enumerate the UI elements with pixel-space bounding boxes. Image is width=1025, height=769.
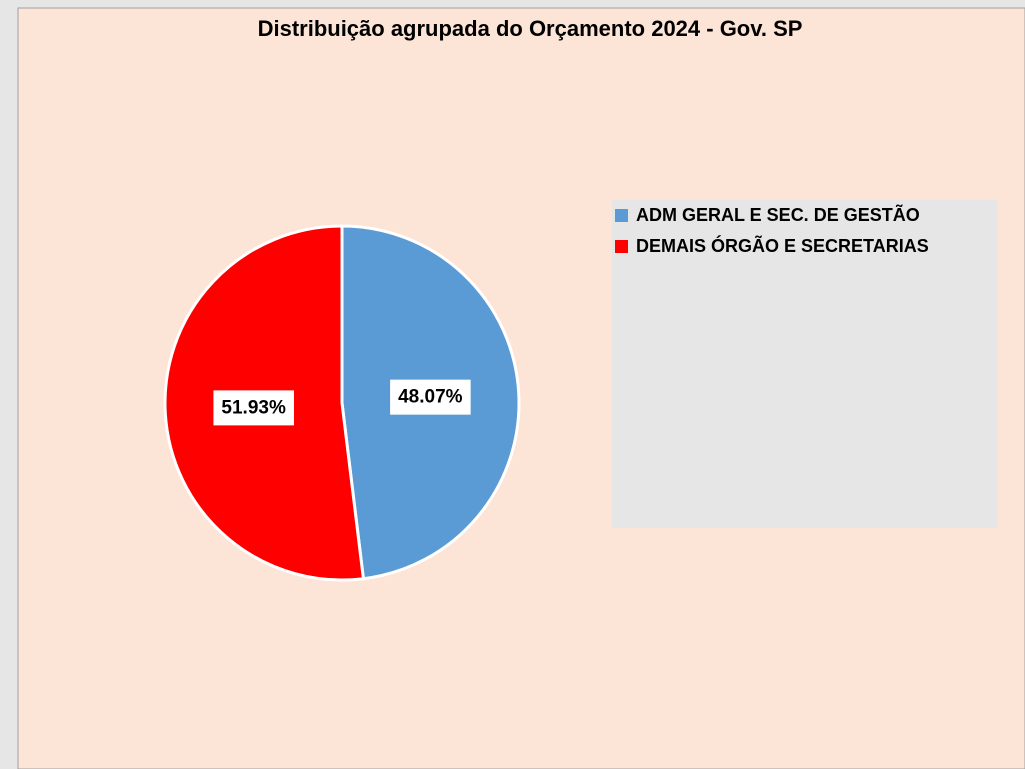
legend-label: DEMAIS ÓRGÃO E SECRETARIAS: [636, 235, 929, 256]
data-label-box: [390, 379, 471, 415]
data-label: 48.07%: [398, 387, 463, 408]
chart-title: Distribuição agrupada do Orçamento 2024 …: [258, 16, 803, 41]
legend-box: [612, 200, 997, 528]
data-label-box: [213, 390, 294, 426]
legend-swatch: [615, 209, 628, 222]
legend-label: ADM GERAL E SEC. DE GESTÃO: [636, 204, 920, 225]
data-label: 51.93%: [221, 397, 286, 418]
legend-swatch: [615, 240, 628, 253]
